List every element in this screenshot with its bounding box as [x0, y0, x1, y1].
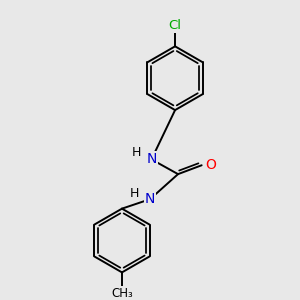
Text: H: H — [130, 188, 139, 200]
Text: N: N — [146, 152, 157, 167]
Text: O: O — [205, 158, 216, 172]
Text: N: N — [145, 192, 155, 206]
Text: Cl: Cl — [169, 19, 182, 32]
Text: CH₃: CH₃ — [111, 286, 133, 300]
Text: H: H — [131, 146, 141, 159]
